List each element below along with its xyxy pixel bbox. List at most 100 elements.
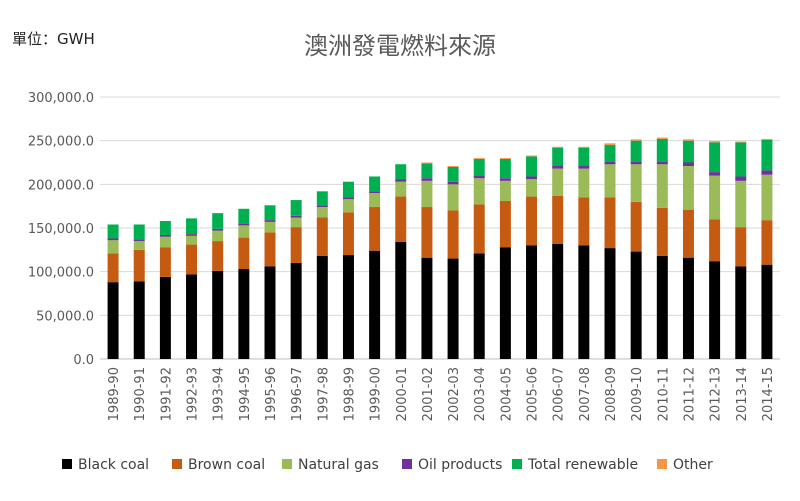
bar-segment [238,237,250,270]
bar-segment [342,197,354,200]
y-tick-label: 150,000.0 [28,222,94,237]
bar-segment [578,168,590,198]
bar-segment [421,207,433,258]
bar-segment [264,205,276,221]
bar-segment [630,201,642,252]
bar-segment [578,245,590,359]
bar-segment [552,147,564,166]
bar-segment [447,184,459,211]
bar-segment [447,165,459,167]
bar-segment [107,282,119,359]
x-tick-label: 1998-99 [342,367,357,421]
bar-segment [316,205,328,208]
bar-segment [630,139,642,141]
x-tick-label: 2007-08 [578,367,593,421]
bar-segment [264,220,276,222]
bar-segment [526,176,538,180]
bar-segment [761,264,773,359]
bar-segment [290,215,302,218]
x-tick-label: 1995-96 [264,367,279,421]
x-tick-label: 2013-14 [735,367,750,421]
legend-label: Other [673,457,713,473]
bar-segment [735,180,747,228]
bar-segment [316,255,328,359]
bar-segment [709,141,721,143]
bar-segment [107,224,119,239]
x-tick-label: 2008-09 [604,367,619,421]
y-tick-label: 100,000.0 [28,266,94,281]
chart-title: 澳洲發電燃料來源 [304,32,496,60]
bar-segment [761,220,773,265]
bar-segment [526,155,538,157]
bar-segment [264,221,276,233]
x-tick-label: 2009-10 [630,367,645,421]
bar-segment [238,223,250,226]
x-tick-label: 2011-12 [682,367,697,421]
bar-segment [735,227,747,267]
bar-segment [630,251,642,359]
legend-label: Black coal [78,457,149,473]
bar-segment [342,212,354,256]
x-tick-label: 2002-03 [447,367,462,421]
bar-segment [709,172,721,176]
bar-segment [186,244,198,275]
legend-swatch [657,459,667,469]
bar-segment [526,245,538,359]
bar-segment [447,258,459,359]
bar-segment [630,140,642,162]
bar-segment [552,195,564,244]
bar-segment [342,181,354,198]
legend-swatch [282,459,292,469]
bar-segment [656,138,668,162]
bar-segment [526,156,538,177]
bar-segment [604,248,616,359]
bar-segment [212,228,224,231]
bar-segment [604,145,616,162]
bar-segment [159,234,171,237]
bar-segment [604,143,616,146]
bar-segment [159,221,171,235]
legend-swatch [62,459,72,469]
x-tick-label: 1993-94 [212,367,227,421]
x-tick-label: 1990-91 [133,367,148,421]
bar-segment [682,165,694,210]
bar-segment [186,218,198,235]
bar-segment [395,196,407,242]
x-tick-label: 1994-95 [238,367,253,421]
bar-segment [316,191,328,206]
x-tick-label: 2001-02 [421,367,436,421]
bar-segment [578,165,590,169]
bar-segment [290,262,302,359]
x-tick-label: 2014-15 [761,367,776,421]
x-tick-label: 2005-06 [526,367,541,421]
legend-swatch [172,459,182,469]
bar-segment [264,266,276,359]
bar-segment [186,274,198,359]
legend-swatch [512,459,522,469]
bar-segment [107,238,119,241]
x-tick-label: 1991-92 [159,367,174,421]
bar-segment [526,196,538,246]
bar-segment [107,253,119,283]
bar-segment [395,164,407,180]
bar-segment [761,138,773,140]
legend-label: Total renewable [527,457,638,473]
bar-segment [552,165,564,169]
bar-segment [212,213,224,229]
bar-segment [238,225,250,238]
bar-segment [421,163,433,179]
bar-segment [212,230,224,242]
bar-segment [499,200,511,248]
bar-segment [290,227,302,263]
bar-segment [473,175,485,179]
bar-segment [735,142,747,177]
bar-segment [133,249,145,282]
bar-segment [761,174,773,221]
bar-segment [264,232,276,267]
bar-segment [107,240,119,254]
bar-segment [656,161,668,165]
bar-segment [369,250,381,359]
bar-segment [735,141,747,143]
